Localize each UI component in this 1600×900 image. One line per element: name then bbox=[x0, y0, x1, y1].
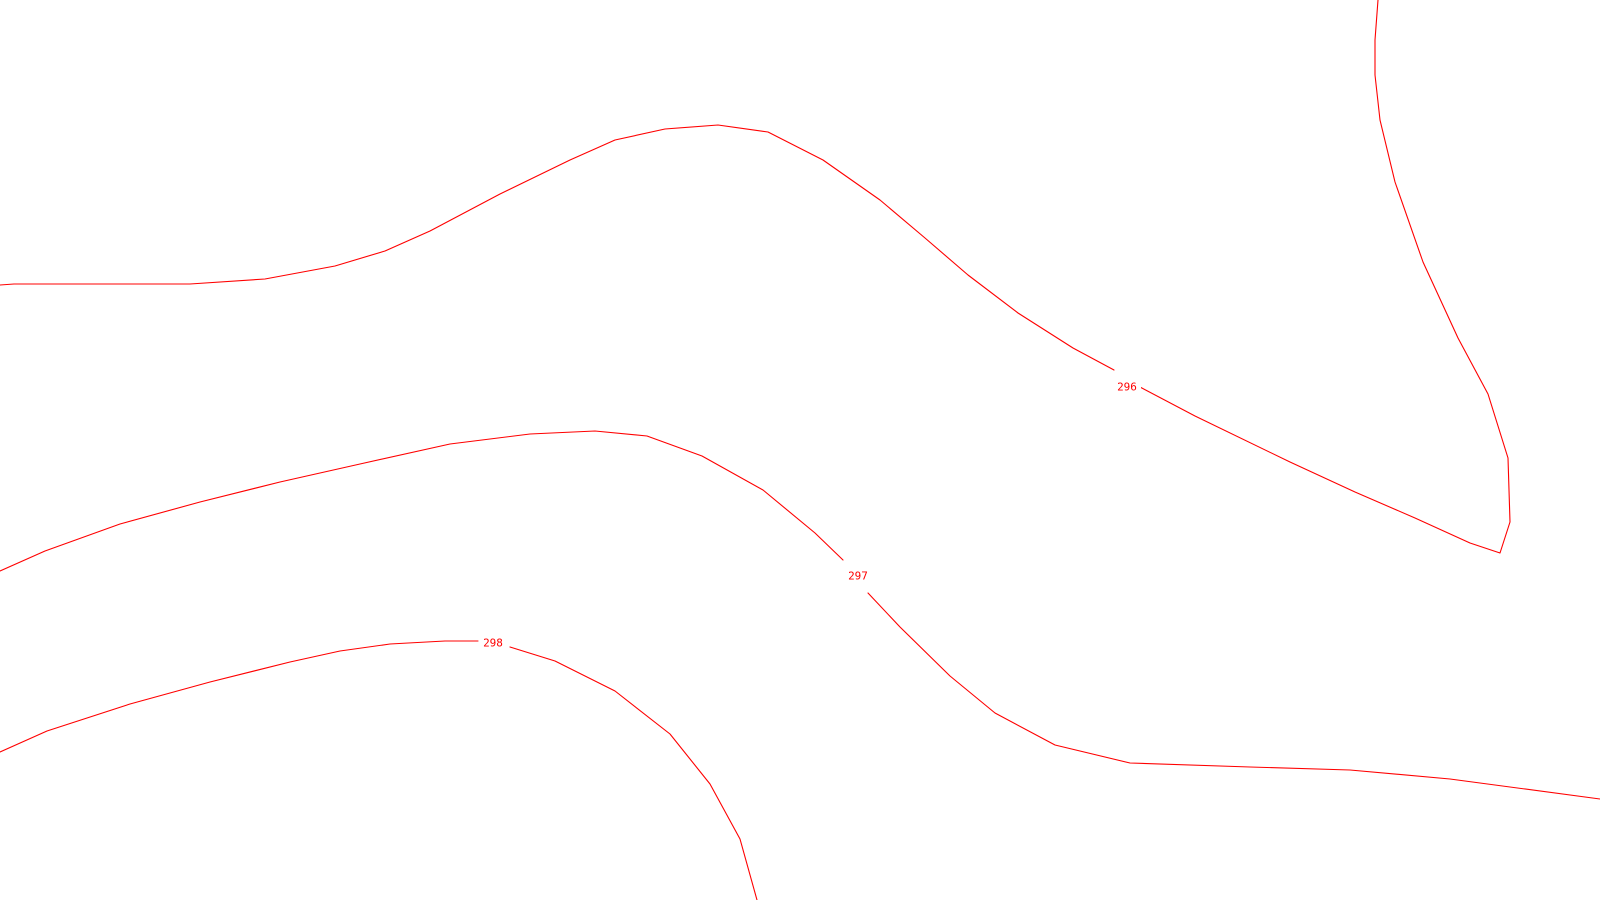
contour-298: 298 bbox=[0, 636, 758, 900]
contour-line-298 bbox=[0, 640, 758, 900]
contour-label-298: 298 bbox=[483, 637, 503, 650]
contour-line-297 bbox=[0, 430, 1600, 800]
contour-label-296: 296 bbox=[1117, 381, 1137, 394]
contour-296: 296 bbox=[0, 0, 1511, 554]
contour-297: 297 bbox=[0, 430, 1600, 800]
contour-line-296 bbox=[0, 0, 1511, 554]
contour-label-297: 297 bbox=[848, 570, 868, 583]
